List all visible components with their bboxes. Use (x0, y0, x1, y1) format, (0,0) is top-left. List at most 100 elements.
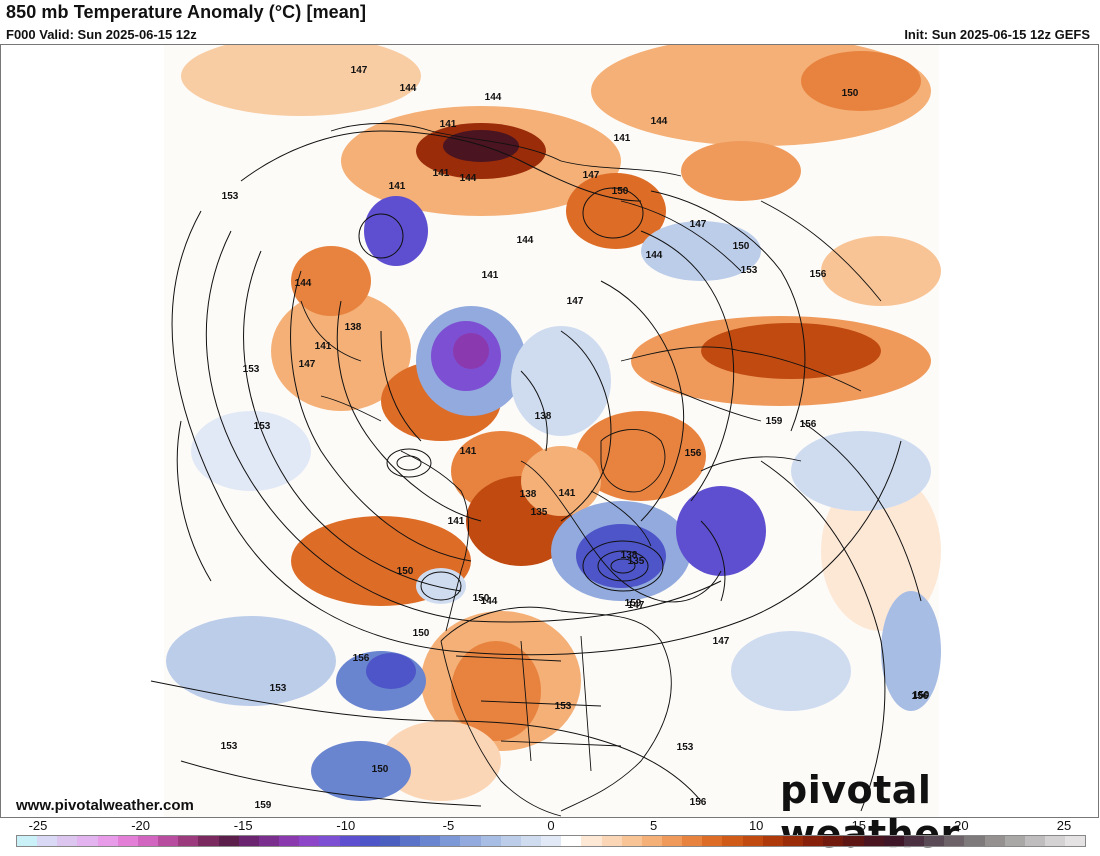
contour-label: 141 (482, 270, 499, 281)
colorbar-swatch (662, 836, 683, 846)
contour-label: 144 (517, 235, 534, 246)
colorbar-swatch (319, 836, 340, 846)
contour-label: 156 (685, 448, 702, 459)
contour-label: 144 (460, 173, 477, 184)
contour-label: 141 (389, 181, 406, 192)
colorbar-swatch (702, 836, 723, 846)
colorbar-swatch (379, 836, 400, 846)
colorbar-swatch (863, 836, 884, 846)
contour-label: 159 (766, 416, 783, 427)
colorbar-swatch (178, 836, 199, 846)
colorbar-tick-label: -5 (442, 818, 455, 833)
contour-label: 159 (625, 598, 642, 609)
colorbar-swatch (541, 836, 562, 846)
map-panel: 147 144 144 141 141 144 141 144 150 147 150 141 144 1… (0, 44, 1099, 818)
colorbar-swatch (803, 836, 824, 846)
contour-label: 156 (800, 419, 817, 430)
contour-label: 147 (628, 600, 645, 611)
contour-label: 138 (535, 411, 552, 422)
coastlines (300, 123, 882, 817)
colorbar-swatch (742, 836, 763, 846)
init-time: Init: Sun 2025-06-15 12z GEFS (904, 27, 1090, 42)
colorbar-swatch (1004, 836, 1025, 846)
colorbar-swatch (782, 836, 804, 846)
colorbar-swatch (601, 836, 622, 846)
height-contours (150, 130, 922, 812)
colorbar (16, 835, 1086, 847)
contour-label: 153 (741, 265, 758, 276)
contour-label: 138 (345, 322, 362, 333)
website-link[interactable]: www.pivotalweather.com (16, 797, 194, 814)
contour-label: 147 (690, 219, 707, 230)
contour-label: 144 (646, 250, 663, 261)
colorbar-swatch (944, 836, 965, 846)
contour-label: 153 (270, 683, 287, 694)
contour-label: 147 (351, 65, 368, 76)
colorbar-tick-label: -10 (336, 818, 356, 833)
contour-label: 150 (372, 764, 389, 775)
colorbar-swatch (480, 836, 501, 846)
contour-label: 144 (485, 92, 502, 103)
colorbar-swatch (218, 836, 239, 846)
contour-label: 147 (583, 170, 600, 181)
contour-label: 150 (413, 628, 430, 639)
contour-label: 147 (713, 636, 730, 647)
contour-label: 156 (353, 653, 370, 664)
colorbar-swatch (924, 836, 945, 846)
colorbar-swatch (823, 836, 844, 846)
contour-label: 156 (912, 691, 929, 702)
colorbar-swatch (460, 836, 481, 846)
colorbar-swatch (77, 836, 98, 846)
colorbar-swatch (1044, 836, 1066, 846)
contour-label: 147 (299, 359, 316, 370)
contour-label: 138 (520, 489, 537, 500)
contour-label: 144 (651, 116, 668, 127)
contour-label: 150 (733, 241, 750, 252)
colorbar-swatch (37, 836, 58, 846)
colorbar-swatch (903, 836, 925, 846)
colorbar-swatch (964, 836, 985, 846)
contour-labels: 147 144 144 141 141 144 141 144 150 147 150 141 144 1… (221, 65, 930, 811)
contour-label: 153 (243, 364, 260, 375)
colorbar-swatch (621, 836, 642, 846)
pivotal-weather-logo: pivotal weather (780, 768, 960, 856)
colorbar-swatch (641, 836, 662, 846)
contour-label: 150 (913, 690, 930, 701)
contour-label: 135 (628, 556, 645, 567)
contour-label: 135 (531, 507, 548, 518)
contour-label: 156 (810, 269, 827, 280)
anomaly-fields (166, 45, 941, 801)
contour-label: 141 (614, 133, 631, 144)
colorbar-swatch (843, 836, 864, 846)
colorbar-swatch (57, 836, 78, 846)
colorbar-tick-labels: -25 -20 -15 -10 -5 0 5 10 15 20 25 (16, 818, 1086, 834)
colorbar-swatch (1065, 836, 1086, 846)
colorbar-swatch (279, 836, 300, 846)
colorbar-tick-label: 10 (748, 818, 764, 833)
colorbar-swatch (359, 836, 380, 846)
colorbar-swatch (299, 836, 320, 846)
colorbar-tick-label: -25 (28, 818, 48, 833)
colorbar-swatch (1024, 836, 1045, 846)
contour-label: 153 (221, 741, 238, 752)
colorbar-swatch (581, 836, 602, 846)
colorbar-swatch (883, 836, 904, 846)
contour-label: 153 (677, 742, 694, 753)
colorbar-tick-label: 20 (954, 818, 969, 833)
colorbar-swatch (561, 836, 582, 846)
colorbar-swatch (258, 836, 280, 846)
contour-label: 144 (481, 596, 498, 607)
colorbar-tick-label: -20 (131, 818, 150, 833)
contour-label: 144 (400, 83, 417, 94)
colorbar-swatch (158, 836, 179, 846)
colorbar-swatch (984, 836, 1005, 846)
colorbar-tick-label: 25 (1056, 818, 1072, 833)
contour-label: 150 (842, 88, 859, 99)
colorbar-swatch (420, 836, 441, 846)
contour-label: 150 (397, 566, 414, 577)
colorbar-swatch (520, 836, 542, 846)
colorbar-swatch (17, 836, 38, 846)
colorbar-tick-label: -15 (233, 818, 253, 833)
contour-label: 153 (254, 421, 271, 432)
contour-label: 141 (559, 488, 576, 499)
